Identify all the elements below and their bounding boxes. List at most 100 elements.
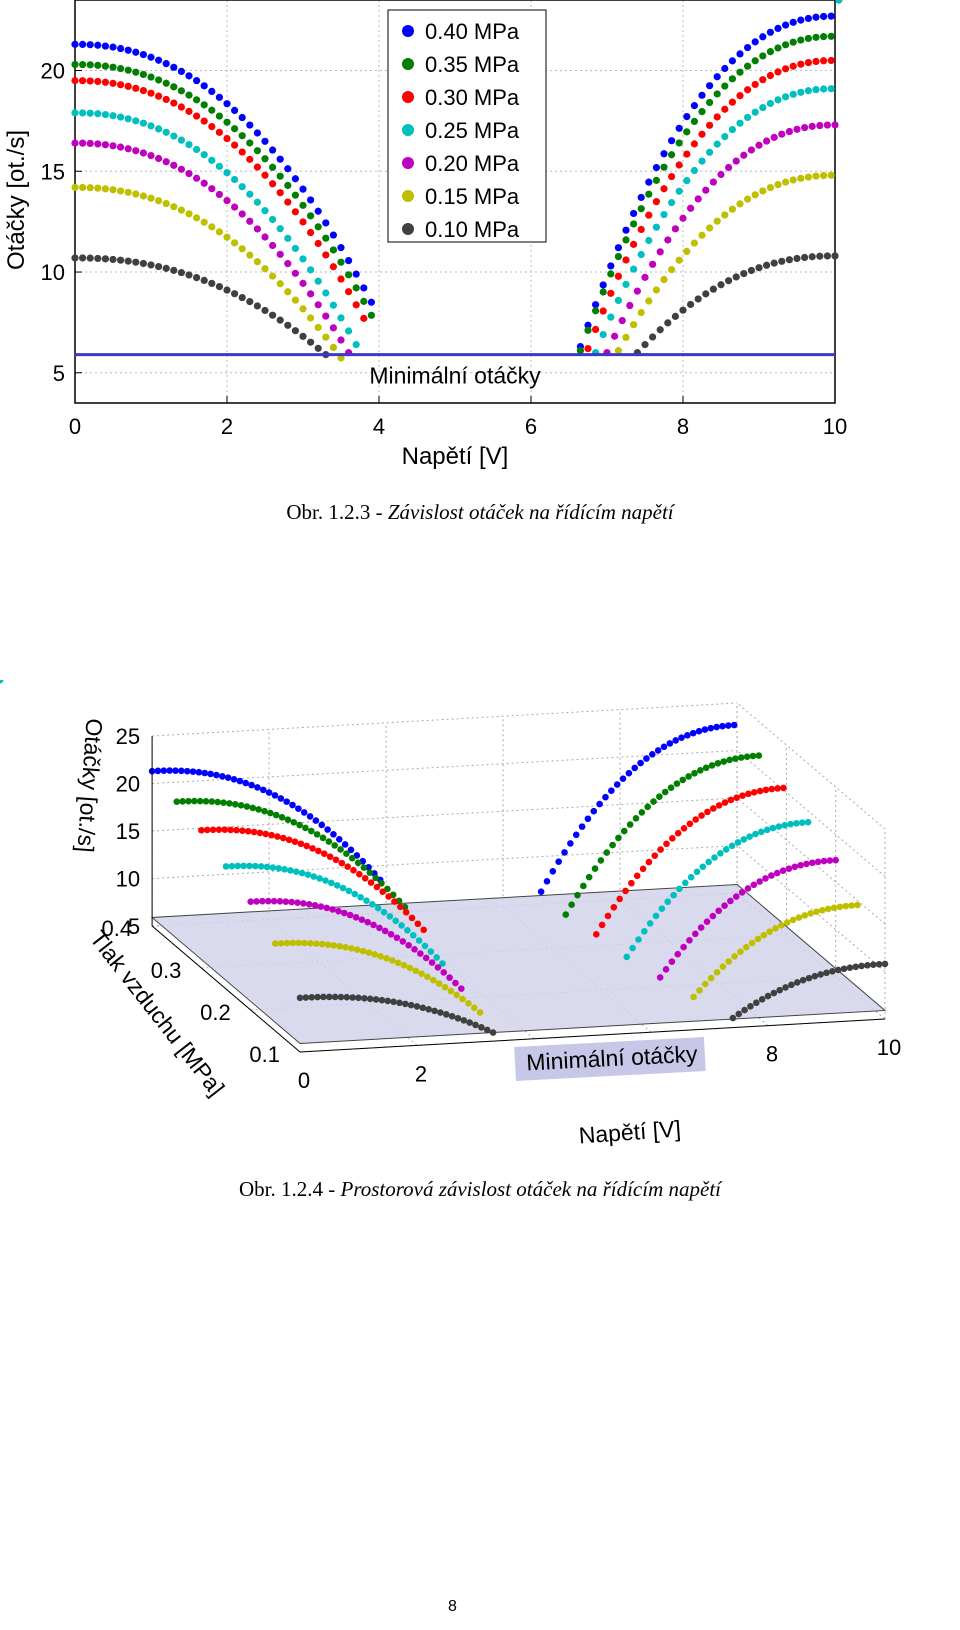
data-point-3d — [824, 905, 832, 913]
data-point — [162, 128, 170, 136]
data-point — [238, 183, 246, 191]
data-point — [238, 210, 246, 218]
data-point — [694, 195, 702, 203]
data-point — [162, 199, 170, 208]
data-point-3d — [434, 964, 442, 971]
data-point-3d — [381, 927, 389, 935]
data-point-3d — [625, 769, 633, 777]
data-point-3d — [249, 804, 257, 812]
data-points-3d — [0, 680, 889, 1036]
data-point-3d — [592, 931, 600, 938]
data-point-3d — [282, 898, 290, 905]
data-point-3d — [298, 869, 306, 877]
data-point-3d — [404, 926, 411, 934]
data-point-3d — [785, 865, 793, 872]
data-point-3d — [262, 830, 270, 838]
data-point — [314, 301, 322, 309]
data-point-3d — [752, 830, 759, 838]
data-point — [246, 298, 254, 306]
data-point — [656, 326, 664, 334]
data-point — [607, 313, 615, 321]
data-point — [246, 217, 254, 225]
data-point-3d — [489, 1029, 497, 1036]
data-point-3d — [633, 872, 641, 880]
data-point — [276, 280, 284, 288]
data-point — [630, 321, 638, 329]
data-point — [322, 234, 330, 242]
data-point-3d — [719, 963, 727, 971]
data-point-3d — [333, 882, 341, 889]
data-point-3d — [221, 826, 229, 834]
data-point — [94, 110, 102, 118]
data-point-3d — [283, 939, 291, 947]
data-point — [276, 250, 284, 258]
data-point-3d — [331, 993, 339, 1001]
data-point — [139, 259, 147, 268]
data-point-3d — [325, 993, 333, 1001]
data-point-3d — [255, 806, 262, 813]
data-point-3d — [578, 823, 586, 830]
data-point-3d — [788, 981, 795, 989]
data-point-3d — [353, 946, 361, 953]
data-point — [223, 134, 231, 143]
caption-text: Závislost otáček na řídícím napětí — [387, 500, 674, 524]
z-tick-label-3d: 15 — [116, 819, 140, 844]
data-point — [789, 18, 797, 26]
data-point-3d — [651, 852, 659, 859]
data-point-3d — [323, 904, 331, 912]
data-point — [124, 82, 132, 90]
data-point-3d — [768, 785, 776, 793]
data-point — [79, 40, 87, 49]
data-point — [740, 151, 748, 159]
data-point — [109, 186, 117, 194]
data-point-3d — [384, 997, 392, 1005]
data-point — [284, 234, 292, 242]
data-point — [177, 67, 185, 76]
data-point-3d — [394, 959, 402, 967]
data-point — [827, 171, 835, 179]
data-point — [592, 307, 600, 315]
data-point — [763, 137, 771, 145]
data-point — [155, 92, 163, 100]
data-point-3d — [749, 752, 757, 760]
data-point-3d — [762, 786, 770, 794]
data-point — [584, 326, 592, 334]
data-point — [94, 77, 102, 86]
data-point-3d — [623, 953, 631, 961]
data-point — [622, 280, 630, 289]
data-point-3d — [574, 891, 581, 899]
data-point-3d — [207, 770, 214, 778]
data-point-3d — [322, 877, 329, 884]
data-point — [155, 154, 163, 163]
data-point-3d — [316, 875, 323, 882]
data-point-3d — [396, 999, 403, 1007]
data-point-3d — [268, 831, 275, 839]
data-point-3d — [658, 905, 666, 912]
data-point — [782, 21, 790, 29]
data-point-3d — [283, 798, 290, 805]
data-point — [246, 121, 254, 129]
data-point-3d — [881, 960, 889, 968]
data-point — [231, 125, 239, 133]
data-point-3d — [689, 729, 697, 737]
data-point — [664, 236, 672, 244]
data-point — [759, 52, 767, 60]
data-point-3d — [330, 831, 337, 838]
data-point-3d — [324, 941, 332, 948]
data-point — [687, 300, 695, 309]
data-point-3d — [189, 768, 197, 775]
series — [71, 171, 835, 362]
data-point — [284, 198, 292, 206]
data-point — [101, 255, 109, 263]
data-point-3d — [311, 902, 319, 909]
data-point-3d — [253, 898, 260, 905]
data-point — [276, 155, 284, 163]
data-point-3d — [662, 966, 670, 973]
data-point-3d — [698, 812, 705, 819]
series-3d — [148, 721, 738, 896]
data-point — [702, 186, 710, 194]
data-point-3d — [734, 839, 742, 846]
data-point — [645, 211, 653, 219]
speed-voltage-chart: 0 2 4 6 8 10 5 10 15 20 Minimální otáčky 0.40 MPa… — [3, 0, 847, 470]
